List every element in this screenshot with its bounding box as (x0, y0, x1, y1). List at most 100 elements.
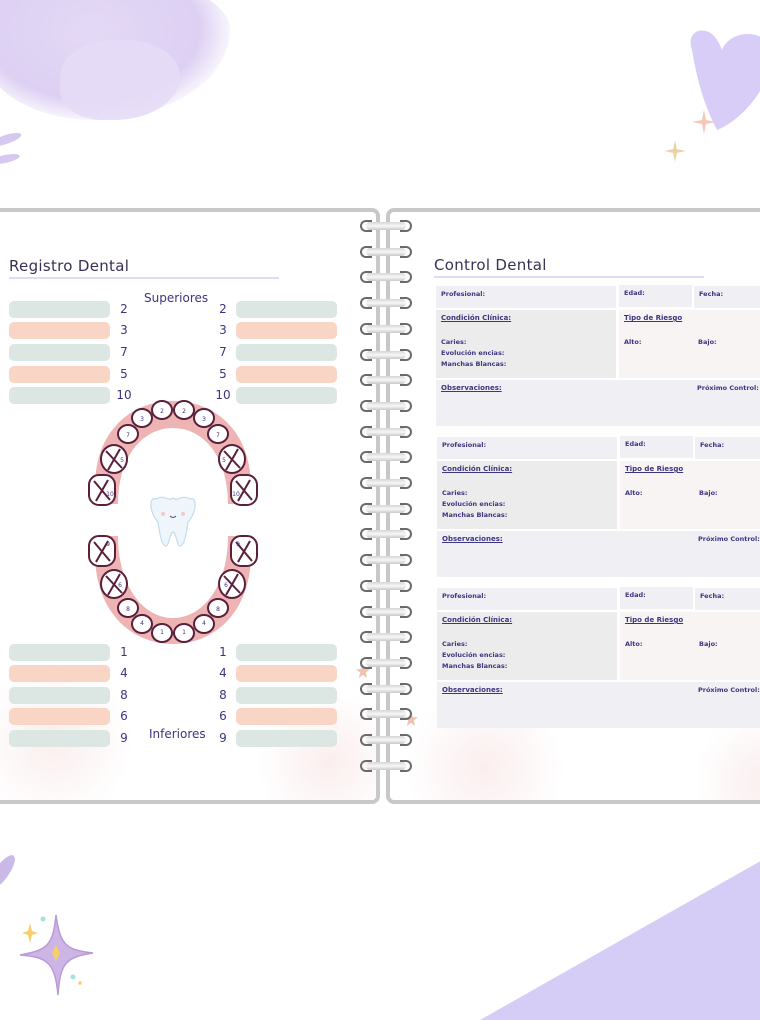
caries-label: Caries: (441, 338, 467, 346)
tooth-number: 4 (219, 666, 227, 680)
spiral-ring (358, 579, 414, 592)
svg-text:8: 8 (126, 606, 130, 613)
edad-field[interactable]: Edad: (620, 436, 693, 458)
observaciones-field[interactable]: Observaciones: Próximo Control: (437, 682, 760, 728)
svg-text:9: 9 (236, 541, 240, 548)
svg-text:3: 3 (140, 416, 144, 423)
svg-text:6: 6 (224, 582, 228, 589)
profesional-field[interactable]: Profesional: (436, 286, 616, 308)
tooth-number: 1 (120, 645, 128, 659)
tooth-entry-field-upper-right-5[interactable] (236, 387, 337, 404)
manchas-label: Manchas Blancas: (442, 662, 508, 670)
fecha-label: Fecha: (700, 441, 725, 449)
svg-text:7: 7 (126, 432, 130, 439)
tooth-number: 7 (120, 345, 128, 359)
tooth-entry-field-upper-right-1[interactable] (236, 301, 337, 318)
tooth-entry-field-upper-left-2[interactable] (9, 322, 110, 339)
alto-label: Alto: (625, 640, 643, 648)
title-underline (9, 277, 279, 279)
tooth-entry-field-lower-right-1[interactable] (236, 644, 337, 661)
tooth-number: 5 (219, 367, 227, 381)
svg-text:5: 5 (120, 457, 124, 464)
smiling-tooth-icon (150, 496, 196, 547)
purple-paper-decoration (480, 861, 760, 1020)
tooth-entry-field-upper-right-4[interactable] (236, 366, 337, 383)
spiral-ring (358, 425, 414, 438)
profesional-field[interactable]: Profesional: (437, 437, 617, 459)
bajo-label: Bajo: (699, 489, 718, 497)
tooth-entry-field-lower-left-1[interactable] (9, 644, 110, 661)
spiral-ring (358, 322, 414, 335)
observaciones-field[interactable]: Observaciones: Próximo Control: (436, 380, 760, 426)
tipo-riesgo-label: Tipo de Riesgo (624, 314, 683, 322)
spiral-binding (358, 220, 414, 780)
tooth-number: 8 (219, 688, 227, 702)
tooth-entry-field-lower-right-4[interactable] (236, 708, 337, 725)
tipo-riesgo-field[interactable]: Tipo de Riesgo Alto: Bajo: (620, 461, 760, 529)
svg-text:2: 2 (160, 408, 164, 415)
tooth-entry-field-lower-left-4[interactable] (9, 708, 110, 725)
condicion-clinica-field[interactable]: Condición Clínica: Caries: Evolución enc… (437, 612, 617, 680)
proximo-control-label: Próximo Control: (697, 384, 759, 392)
tooth-entry-field-upper-left-4[interactable] (9, 366, 110, 383)
tooth-entry-field-upper-left-5[interactable] (9, 387, 110, 404)
tooth-entry-field-lower-left-5[interactable] (9, 730, 110, 747)
observaciones-label: Observaciones: (441, 384, 502, 392)
tipo-riesgo-field[interactable]: Tipo de Riesgo Alto: Bajo: (619, 310, 760, 378)
tooth-number: 3 (120, 323, 128, 337)
tooth-number: 1 (219, 645, 227, 659)
tooth-number: 10 (215, 388, 231, 402)
edad-field[interactable]: Edad: (620, 587, 693, 609)
observaciones-field[interactable]: Observaciones: Próximo Control: (437, 531, 760, 577)
condicion-clinica-label: Condición Clínica: (442, 616, 513, 624)
svg-text:8: 8 (216, 606, 220, 613)
condicion-clinica-field[interactable]: Condición Clínica: Caries: Evolución enc… (437, 461, 617, 529)
spiral-ring (358, 297, 414, 310)
observaciones-label: Observaciones: (442, 686, 503, 694)
tipo-riesgo-label: Tipo de Riesgo (625, 616, 684, 624)
fecha-field[interactable]: Fecha: (694, 286, 760, 308)
tipo-riesgo-field[interactable]: Tipo de Riesgo Alto: Bajo: (620, 612, 760, 680)
svg-text:4: 4 (140, 620, 144, 627)
caries-label: Caries: (442, 489, 468, 497)
svg-text:1: 1 (182, 629, 186, 636)
tooth-number: 6 (219, 709, 227, 723)
tooth-number: 4 (120, 666, 128, 680)
spiral-ring (358, 399, 414, 412)
spiral-ring (358, 374, 414, 387)
tooth-entry-field-lower-right-2[interactable] (236, 665, 337, 682)
tooth-entry-field-lower-right-3[interactable] (236, 687, 337, 704)
bajo-label: Bajo: (698, 338, 717, 346)
spiral-ring (358, 245, 414, 258)
svg-text:6: 6 (118, 582, 122, 589)
leaf-decoration (0, 851, 20, 893)
evolucion-label: Evolución encias: (441, 349, 505, 357)
profesional-label: Profesional: (442, 592, 487, 600)
fecha-field[interactable]: Fecha: (695, 588, 760, 610)
edad-field[interactable]: Edad: (619, 285, 692, 307)
spiral-ring (358, 451, 414, 464)
tooth-number: 10 (116, 388, 132, 402)
tooth-entry-field-upper-left-3[interactable] (9, 344, 110, 361)
tooth-entry-field-lower-left-3[interactable] (9, 687, 110, 704)
spiral-ring (358, 656, 414, 669)
evolucion-label: Evolución encias: (442, 500, 506, 508)
observaciones-label: Observaciones: (442, 535, 503, 543)
spiral-ring (358, 759, 414, 772)
tooth-entry-field-upper-left-1[interactable] (9, 301, 110, 318)
tooth-number: 9 (219, 731, 227, 745)
tooth-entry-field-lower-right-5[interactable] (236, 730, 337, 747)
profesional-field[interactable]: Profesional: (437, 588, 617, 610)
condicion-clinica-field[interactable]: Condición Clínica: Caries: Evolución enc… (436, 310, 616, 378)
edad-label: Edad: (624, 289, 645, 297)
dental-arch-diagram: 2 2 3 3 7 7 5 5 10 10 9 9 6 6 8 8 4 4 1 1 (88, 400, 258, 644)
fecha-field[interactable]: Fecha: (695, 437, 760, 459)
proximo-control-label: Próximo Control: (698, 535, 760, 543)
svg-text:10: 10 (232, 491, 240, 498)
tooth-entry-field-lower-left-2[interactable] (9, 665, 110, 682)
watercolor-wash-decoration (60, 40, 180, 120)
tooth-entry-field-upper-right-2[interactable] (236, 322, 337, 339)
proximo-control-label: Próximo Control: (698, 686, 760, 694)
tooth-entry-field-upper-right-3[interactable] (236, 344, 337, 361)
spiral-ring (358, 528, 414, 541)
